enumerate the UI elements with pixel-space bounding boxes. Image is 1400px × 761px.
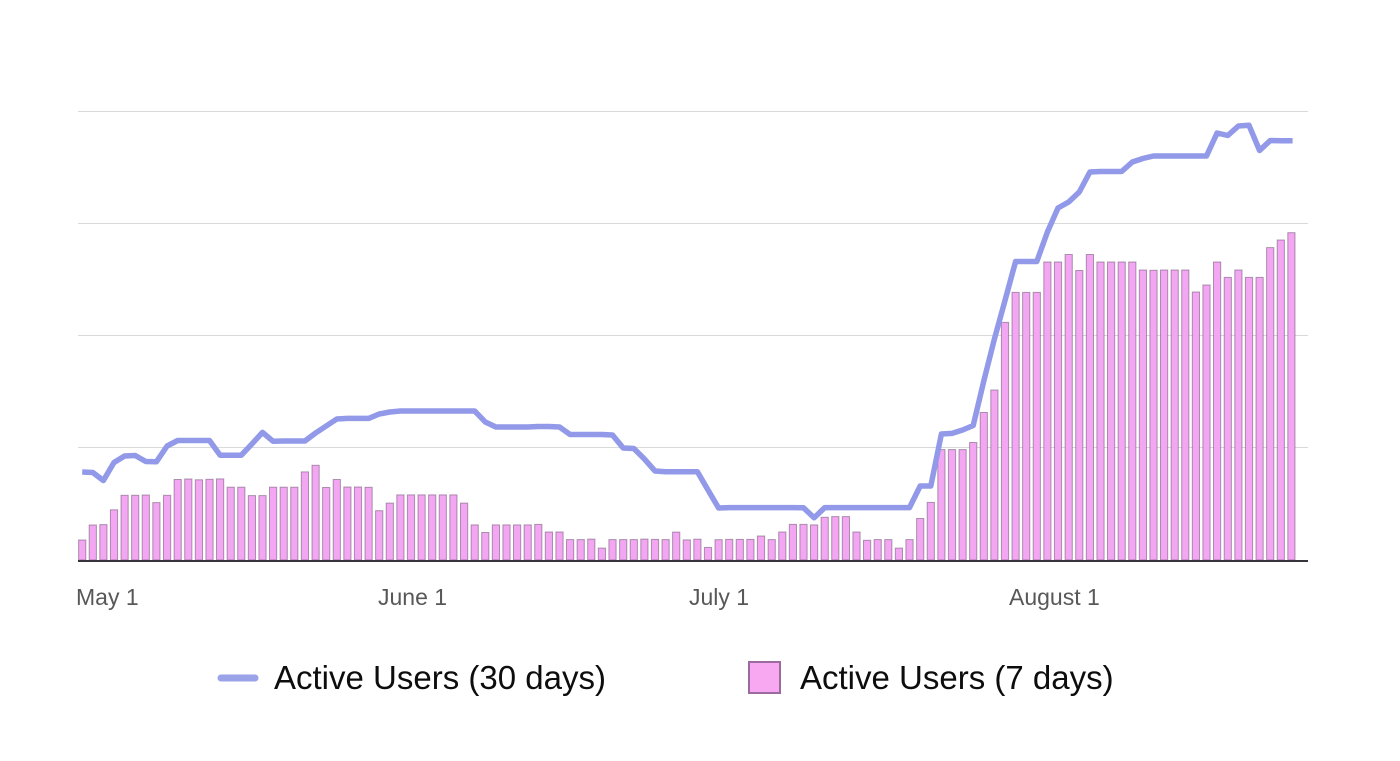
svg-text:August 1: August 1 [1009,584,1100,610]
svg-text:Active Users (30 days): Active Users (30 days) [274,659,606,696]
svg-text:Active Users (7 days): Active Users (7 days) [800,659,1114,696]
svg-text:June 1: June 1 [378,584,447,610]
svg-text:July 1: July 1 [689,584,749,610]
svg-text:May 1: May 1 [76,584,139,610]
